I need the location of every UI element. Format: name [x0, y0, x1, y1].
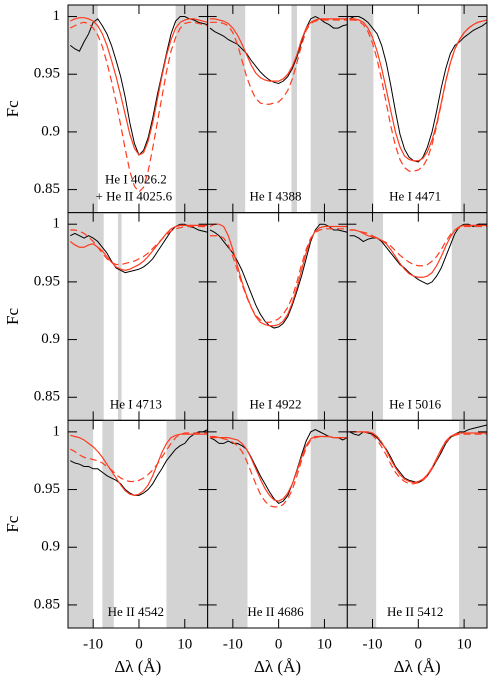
panel [68, 5, 208, 213]
y-tick-label: 1 [53, 216, 61, 232]
y-tick-label: 0.9 [41, 539, 60, 555]
spectrum-line [69, 224, 208, 271]
y-tick-label: 0.95 [34, 273, 60, 289]
panel [207, 212, 348, 421]
shaded-region [291, 5, 297, 213]
x-tick-label: 10 [457, 636, 472, 652]
shaded-region [347, 212, 384, 421]
spectrum-line [209, 19, 348, 105]
shaded-region [451, 212, 487, 421]
spectrum-line [349, 18, 488, 162]
y-tick-label: 1 [53, 423, 61, 439]
y-tick-label: 0.95 [34, 481, 60, 497]
x-axis-label: Δλ (Å) [394, 657, 441, 676]
y-tick-label: 0.85 [34, 181, 60, 197]
spectrum-line [209, 223, 348, 327]
y-axis-label: Fc [3, 515, 22, 532]
shaded-region [317, 212, 348, 421]
shaded-region [347, 5, 374, 213]
shaded-region [460, 5, 487, 213]
x-tick-label: 0 [415, 636, 423, 652]
spectrum-line [70, 225, 208, 266]
spectrum-line [209, 435, 348, 502]
line-label: He I 5016 [389, 396, 441, 411]
spectrum-line [70, 223, 208, 274]
x-axis-label: Δλ (Å) [114, 657, 161, 676]
shaded-region [175, 212, 208, 421]
line-label: He II 4686 [247, 604, 304, 619]
panel [68, 420, 208, 628]
shaded-region [102, 420, 114, 628]
spectrum-line [70, 429, 208, 496]
spectrum-line [349, 19, 488, 172]
spectrum-line [209, 435, 348, 508]
spectrum-line [70, 21, 208, 193]
line-label: He I 4922 [250, 396, 302, 411]
line-label: He II 4542 [108, 604, 164, 619]
x-tick-label: 10 [177, 636, 192, 652]
shaded-region [117, 212, 122, 421]
shaded-region [68, 5, 98, 213]
y-tick-label: 0.85 [34, 389, 60, 405]
x-tick-label: 0 [275, 636, 283, 652]
y-tick-label: 0.9 [41, 123, 60, 139]
shaded-region [459, 420, 487, 628]
spectrum-line [209, 223, 348, 329]
panel [207, 5, 348, 213]
spectrum-line [70, 432, 208, 483]
line-label: + He II 4025.6 [96, 189, 173, 204]
shaded-region [347, 420, 377, 628]
y-axis-label: Fc [3, 308, 22, 325]
spectrum-line [209, 15, 348, 84]
shaded-region [310, 420, 348, 628]
spectrum-line [209, 18, 348, 82]
panel [68, 212, 208, 421]
spectrum-line [349, 224, 487, 278]
panel [347, 212, 487, 421]
spectrum-line [209, 228, 348, 323]
y-tick-label: 1 [53, 8, 61, 24]
spectrum-line [349, 431, 487, 484]
shaded-region [310, 5, 348, 213]
panel [347, 5, 488, 213]
x-tick-label: 10 [317, 636, 332, 652]
line-label: He I 4026.2 [105, 172, 167, 187]
y-tick-label: 0.9 [41, 331, 60, 347]
shaded-region [207, 212, 238, 421]
shaded-region [68, 420, 94, 628]
panel [347, 420, 488, 628]
panel [207, 420, 348, 628]
shaded-region [207, 5, 246, 213]
line-label: He I 4388 [250, 189, 302, 204]
spectrum-line [349, 225, 487, 267]
line-label: He I 4713 [110, 396, 162, 411]
y-tick-label: 0.85 [34, 596, 60, 612]
shaded-region [207, 420, 248, 628]
x-tick-label: 0 [135, 636, 143, 652]
y-tick-label: 0.95 [34, 66, 60, 82]
panel-frame [346, 419, 488, 629]
x-tick-label: -10 [83, 636, 103, 652]
x-tick-label: -10 [223, 636, 243, 652]
x-axis-label: Δλ (Å) [254, 657, 301, 676]
spectrum-line [70, 433, 208, 496]
line-label: He II 5412 [387, 604, 443, 619]
shaded-region [175, 5, 208, 213]
line-label: He I 4471 [389, 189, 441, 204]
spectrum-line [349, 16, 488, 163]
spectrum-line [209, 429, 348, 505]
y-axis-label: Fc [3, 100, 22, 117]
x-tick-label: -10 [363, 636, 383, 652]
spectrum-line [349, 223, 487, 285]
shaded-region [166, 420, 208, 628]
spectrum-line [349, 431, 487, 485]
spectrum-line [70, 17, 208, 156]
